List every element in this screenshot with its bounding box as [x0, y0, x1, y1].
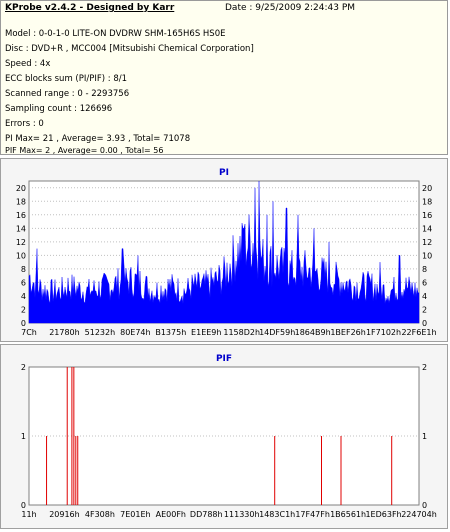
info-line-disc: Disc : DVD+R , MCC004 [Mitsubishi Chemic…	[5, 44, 254, 54]
pif-ytick-right: 2	[422, 363, 427, 372]
pi-ytick-left: 20	[16, 184, 26, 193]
pif-xtick: 20916h	[49, 510, 80, 519]
info-line-errors: Errors : 0	[5, 119, 44, 129]
pi-ytick-right: 4	[422, 292, 427, 301]
pi-xtick: 7Ch	[21, 328, 37, 337]
pi-ytick-right: 20	[422, 184, 432, 193]
pi-xtick: 22F6E1h	[401, 328, 436, 337]
pif-xtick: 111330h	[224, 510, 260, 519]
pi-ytick-left: 18	[16, 197, 26, 206]
info-line-sampling: Sampling count : 126696	[5, 104, 113, 114]
pi-xtick: 1864B9h	[295, 328, 331, 337]
app-title: KProbe v2.4.2 - Designed by Karr	[5, 3, 175, 13]
pi-series-area	[28, 180, 420, 324]
pif-ytick-left: 1	[21, 432, 26, 441]
info-line-ecc: ECC blocks sum (PI/PIF) : 8/1	[5, 74, 128, 84]
pif-ytick-right: 0	[422, 501, 427, 510]
pi-ytick-right: 6	[422, 278, 427, 287]
pi-ytick-right: 2	[422, 305, 427, 314]
info-line-pi-stats: PI Max= 21 , Average= 3.93 , Total= 7107…	[5, 134, 191, 144]
pi-ytick-left: 6	[21, 278, 26, 287]
pi-ytick-right: 14	[422, 224, 432, 233]
pi-ytick-right: 18	[422, 197, 432, 206]
pi-ytick-right: 0	[422, 319, 427, 328]
pif-xtick: 7E01Eh	[120, 510, 150, 519]
pi-ytick-right: 16	[422, 211, 432, 220]
info-line-speed: Speed : 4x	[5, 59, 51, 69]
info-line-range: Scanned range : 0 - 2293756	[5, 89, 130, 99]
pi-ytick-left: 12	[16, 238, 26, 247]
pi-title: PI	[219, 168, 229, 178]
pi-chart-panel: PI 0 0 2 2 4 4 6 6 8 8 10 10 12 12 14 14 16 16 18 18 20 20 7Ch 2…	[0, 158, 448, 342]
info-line-pif-stats: PIF Max= 2 , Average= 0.00 , Total= 56	[5, 146, 164, 155]
pif-ytick-left: 0	[21, 501, 26, 510]
pi-ytick-left: 0	[21, 319, 26, 328]
pif-xtick: 4F308h	[85, 510, 115, 519]
pif-xtick: DD788h	[190, 510, 223, 519]
pi-ytick-left: 2	[21, 305, 26, 314]
pif-chart: PIF 0 0 1 1 2 2 11h 20916h 4F308h 7E01Eh AE00Fh DD78…	[21, 354, 437, 519]
pi-xtick: B1375h	[155, 328, 186, 337]
pi-xtick: 1158D2h	[223, 328, 260, 337]
pif-xtick: 1B6561h	[330, 510, 366, 519]
pi-chart: PI 0 0 2 2 4 4 6 6 8 8 10 10 12 12 14 14 16 16 18 18 20 20 7Ch 2…	[16, 168, 437, 337]
pi-ytick-left: 4	[21, 292, 26, 301]
pif-title: PIF	[216, 354, 232, 364]
pi-ytick-left: 16	[16, 211, 26, 220]
pif-ytick-left: 2	[21, 363, 26, 372]
pi-ytick-left: 10	[16, 251, 26, 260]
pi-xtick: 51232h	[85, 328, 116, 337]
pi-ytick-left: 14	[16, 224, 26, 233]
pif-xtick: 1483C1h	[259, 510, 295, 519]
pi-ytick-right: 12	[422, 238, 432, 247]
pif-xtick: 224704h	[401, 510, 437, 519]
pi-xtick: 1BEF26h	[330, 328, 365, 337]
pi-ytick-right: 8	[422, 265, 427, 274]
pi-ytick-left: 8	[21, 265, 26, 274]
info-line-model: Model : 0-0-1-0 LITE-ON DVDRW SHM-165H6S…	[5, 29, 226, 39]
pif-xtick: 1ED63Fh	[365, 510, 401, 519]
pif-ytick-right: 1	[422, 432, 427, 441]
pif-xtick: 17F47Fh	[295, 510, 330, 519]
pi-xtick: 1F7102h	[366, 328, 401, 337]
scan-date: Date : 9/25/2009 2:24:43 PM	[225, 3, 356, 13]
pi-xtick: 14DF59h	[259, 328, 295, 337]
pi-xtick: E1EE9h	[191, 328, 221, 337]
pi-ytick-right: 10	[422, 251, 432, 260]
info-panel: KProbe v2.4.2 - Designed by Karr Date : …	[0, 0, 448, 155]
pif-chart-panel: PIF 0 0 1 1 2 2 11h 20916h 4F308h 7E01Eh AE00Fh DD78…	[0, 344, 448, 529]
pi-xtick: 21780h	[49, 328, 80, 337]
pif-xtick: AE00Fh	[156, 510, 186, 519]
pi-xtick: 80E74h	[120, 328, 150, 337]
pif-xtick: 11h	[21, 510, 36, 519]
